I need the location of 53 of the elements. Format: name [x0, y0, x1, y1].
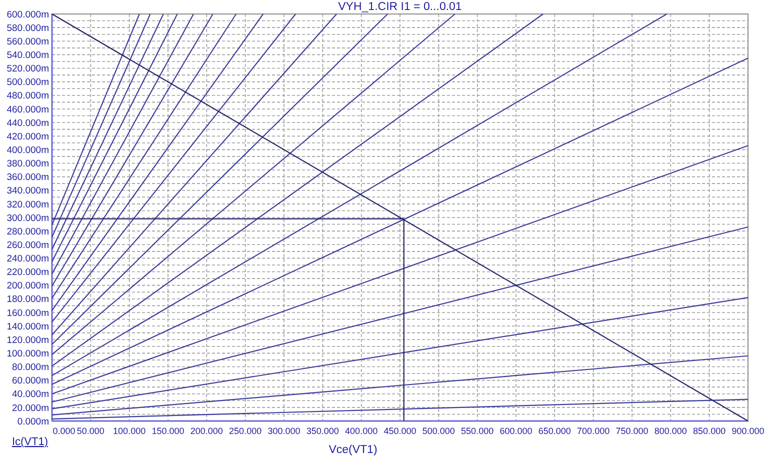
x-axis-title: Vce(VT1): [328, 444, 378, 456]
x-tick-label: 100.000: [113, 426, 146, 436]
y-tick-label: 240.000m: [6, 254, 50, 265]
x-tick-label: 750.000: [616, 426, 648, 436]
y-tick-label: 540.000m: [6, 50, 50, 62]
y-tick-label: 180.000m: [6, 294, 50, 306]
y-tick-label: 200.000m: [6, 280, 50, 292]
y-tick-label: 400.000m: [6, 144, 50, 156]
x-tick-label: 600.000: [500, 426, 532, 436]
x-tick-label: 150.000: [152, 426, 184, 436]
chart-title: VYH_1.CIR I1 = 0...0.01: [338, 1, 462, 13]
y-tick-label: 600.000m: [6, 9, 50, 20]
y-tick-label: 380.000m: [6, 158, 50, 170]
y-tick-label: 20.000m: [12, 402, 50, 414]
x-tick-label: 300.000: [268, 426, 300, 436]
x-tick-label: 900.000: [732, 426, 764, 436]
y-tick-label: 60.000m: [12, 376, 50, 387]
x-tick-label: 450.000: [384, 426, 416, 436]
y-tick-label: 280.000m: [6, 226, 50, 238]
y-tick-label: 460.000m: [6, 104, 50, 116]
x-tick-label: 400.000: [345, 426, 378, 436]
y-tick-label: 80.000m: [12, 362, 50, 374]
y-tick-label: 100.000m: [6, 348, 50, 360]
y-tick-label: 440.000m: [6, 118, 50, 129]
y-tick-label: 160.000m: [6, 308, 50, 319]
y-tick-label: 300.000m: [6, 212, 50, 224]
y-tick-label: 520.000m: [6, 64, 50, 75]
x-tick-label: 250.000: [229, 426, 262, 436]
y-tick-label: 140.000m: [6, 321, 50, 332]
y-tick-label: 320.000m: [6, 199, 50, 210]
y-tick-label: 0.000m: [17, 416, 50, 428]
y-tick-label: 480.000m: [6, 90, 50, 102]
y-tick-label: 580.000m: [6, 22, 50, 34]
y-tick-label: 340.000m: [6, 186, 50, 197]
x-tick-label: 850.000: [693, 426, 726, 436]
x-tick-label: 50.000: [76, 426, 104, 436]
y-tick-label: 360.000m: [6, 172, 50, 184]
x-tick-label: 0.000: [52, 426, 76, 436]
y-tick-label: 120.000m: [6, 334, 50, 346]
y-tick-label: 260.000m: [6, 240, 50, 251]
x-tick-label: 350.000: [306, 426, 339, 436]
x-tick-label: 800.000: [654, 426, 687, 436]
x-tick-label: 650.000: [538, 426, 571, 436]
y-tick-label: 560.000m: [6, 36, 50, 48]
y-tick-label: 40.000m: [12, 389, 50, 400]
x-tick-label: 500.000: [422, 426, 455, 436]
y-tick-label: 420.000m: [6, 131, 50, 142]
y-tick-label: 220.000m: [6, 267, 50, 278]
y-tick-label: 500.000m: [6, 77, 50, 88]
x-tick-label: 700.000: [577, 426, 610, 436]
x-tick-label: 200.000: [190, 426, 223, 436]
x-tick-label: 550.000: [461, 426, 494, 436]
y-axis-title: Ic(VT1): [12, 436, 48, 448]
